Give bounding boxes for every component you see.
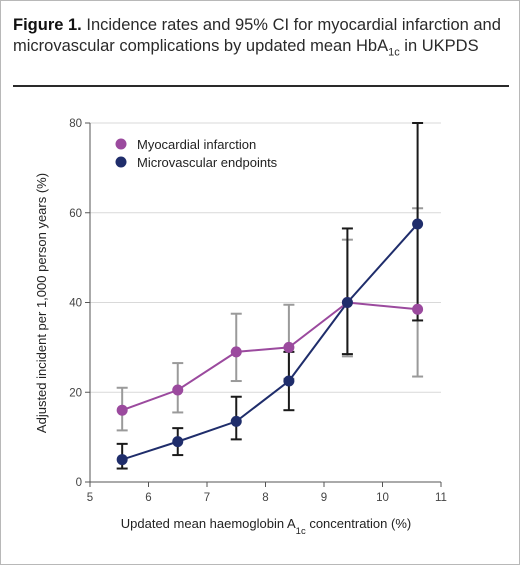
series-line-microvascular [121, 223, 419, 461]
point-mi-2 [230, 346, 242, 358]
axes [85, 122, 442, 487]
series-layer [116, 122, 424, 470]
legend-marker-mi [115, 138, 127, 150]
point-microvascular-2 [230, 415, 242, 427]
x-tick-label-8: 8 [262, 492, 268, 504]
x-tick-label-7: 7 [204, 492, 210, 504]
legend-label-microvascular: Microvascular endpoints [137, 155, 278, 170]
figure-number: Figure 1. [13, 16, 82, 34]
point-microvascular-5 [412, 218, 424, 230]
x-axis-label-sub: 1c [296, 526, 306, 537]
point-mi-5 [412, 303, 424, 315]
grid-lines [90, 122, 441, 393]
point-mi-0 [116, 404, 128, 416]
y-tick-label-80: 80 [69, 118, 82, 130]
point-microvascular-4 [341, 297, 353, 308]
y-tick-label-60: 60 [69, 208, 82, 220]
legend: Myocardial infarction Microvascular endp… [115, 137, 278, 170]
x-axis-label-tail: concentration (%) [306, 516, 412, 531]
title-rule [13, 85, 509, 87]
figure-title: Figure 1. Incidence rates and 95% CI for… [13, 15, 513, 63]
point-microvascular-1 [172, 436, 184, 448]
y-axis-label: Adjusted incident per 1,000 person years… [34, 173, 49, 433]
y-tick-label-0: 0 [76, 477, 82, 489]
tick-labels: 0 20 40 60 80 5 6 7 8 9 10 11 [69, 118, 447, 504]
x-axis-label-main: Updated mean haemoglobin A [121, 516, 296, 531]
legend-label-mi: Myocardial infarction [137, 137, 256, 152]
figure-title-subscript: 1c [388, 46, 400, 59]
figure-title-tail: in UKPDS [399, 37, 479, 55]
figure-title-text: Incidence rates and 95% CI for myocardia… [13, 16, 501, 55]
series-line-mi [121, 301, 418, 412]
point-microvascular-3 [283, 375, 295, 387]
x-axis-label: Updated mean haemoglobin A1c concentrati… [121, 516, 411, 537]
point-microvascular-0 [116, 454, 128, 466]
point-mi-1 [172, 384, 184, 396]
x-tick-label-6: 6 [145, 492, 151, 504]
legend-marker-microvascular [115, 156, 127, 168]
x-tick-label-5: 5 [87, 492, 93, 504]
errorbar-microvascular-4 [341, 227, 353, 356]
x-tick-label-9: 9 [321, 492, 327, 504]
point-mi-3 [283, 341, 295, 353]
y-tick-label-40: 40 [69, 298, 82, 310]
y-tick-label-20: 20 [69, 387, 82, 399]
x-tick-label-10: 10 [376, 492, 389, 504]
x-tick-label-11: 11 [435, 492, 447, 504]
